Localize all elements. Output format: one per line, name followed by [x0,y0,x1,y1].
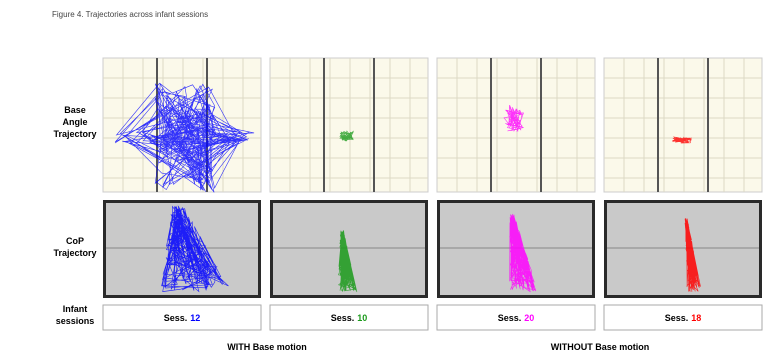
session-label: Sess.12 [164,313,201,323]
session-number: 10 [357,313,367,323]
group-label: WITH Base motion [227,342,307,352]
session-label: Sess.18 [665,313,702,323]
session-number: 12 [190,313,200,323]
session-label: Sess.20 [498,313,535,323]
session-prefix: Sess. [331,313,355,323]
session-label: Sess.10 [331,313,368,323]
caption: Figure 4. Trajectories across infant ses… [52,10,208,19]
panel [606,202,761,297]
session-number: 20 [524,313,534,323]
session-number: 18 [691,313,701,323]
figure: Figure 4. Trajectories across infant ses… [0,0,770,354]
session-prefix: Sess. [665,313,689,323]
session-prefix: Sess. [164,313,188,323]
group-label: WITHOUT Base motion [551,342,650,352]
session-prefix: Sess. [498,313,522,323]
